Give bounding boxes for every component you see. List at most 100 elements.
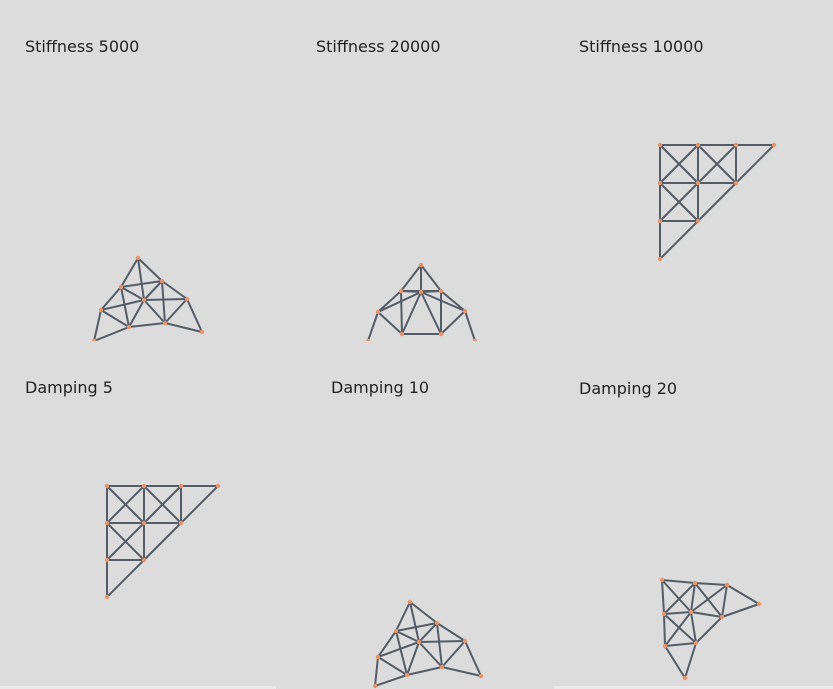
truss-beam xyxy=(164,298,188,324)
truss-beam xyxy=(721,584,728,618)
truss-beam xyxy=(143,522,182,561)
truss-node xyxy=(462,308,468,314)
truss-beam xyxy=(436,622,466,642)
truss-node xyxy=(438,331,444,337)
truss-node xyxy=(724,582,730,588)
truss-beam xyxy=(440,290,466,312)
truss-beam xyxy=(93,326,130,341)
truss-node xyxy=(407,599,413,605)
truss-beam xyxy=(395,630,420,643)
truss-beam xyxy=(395,622,438,632)
truss-node xyxy=(184,296,190,302)
truss-node xyxy=(692,580,698,586)
truss-structure xyxy=(104,483,221,600)
truss-beam xyxy=(661,579,692,613)
truss-node xyxy=(399,331,405,337)
truss-beam xyxy=(441,640,466,668)
truss-beam xyxy=(464,640,482,677)
truss-node xyxy=(733,180,739,186)
panel-label: Stiffness 10000 xyxy=(579,37,704,56)
truss-node xyxy=(372,683,378,689)
truss-beam xyxy=(143,485,182,524)
truss-beam xyxy=(106,485,145,524)
truss-node xyxy=(118,284,124,290)
truss-canvas xyxy=(91,255,205,341)
truss-beam xyxy=(659,220,699,260)
truss-node xyxy=(719,614,725,620)
truss-canvas xyxy=(372,599,484,689)
truss-node xyxy=(159,278,165,284)
truss-beam xyxy=(374,674,408,687)
truss-beam xyxy=(418,641,443,668)
truss-beam xyxy=(664,645,686,679)
panel-label: Damping 20 xyxy=(579,379,678,398)
truss-beam xyxy=(663,611,692,615)
panel-damping-20: Damping 20 xyxy=(554,341,833,689)
truss-node xyxy=(682,675,688,681)
truss-beam xyxy=(395,630,408,676)
truss-beam xyxy=(726,584,760,605)
truss-structure xyxy=(372,599,484,689)
truss-beam xyxy=(120,286,145,301)
truss-beam xyxy=(464,310,476,341)
truss-beam xyxy=(395,601,411,632)
truss-beam xyxy=(106,522,145,561)
truss-node xyxy=(416,639,422,645)
panel-label: Stiffness 20000 xyxy=(316,37,441,56)
truss-beam xyxy=(664,642,697,647)
truss-node xyxy=(756,601,762,607)
truss-node xyxy=(215,483,221,489)
panel-stiffness-5000: Stiffness 5000 xyxy=(0,0,276,341)
truss-beam xyxy=(100,299,145,311)
truss-beam xyxy=(418,622,438,643)
truss-node xyxy=(104,594,110,600)
truss-node xyxy=(438,288,444,294)
truss-beam xyxy=(120,257,139,288)
truss-node xyxy=(178,520,184,526)
truss-beam xyxy=(377,641,420,658)
truss-beam xyxy=(661,579,696,584)
truss-canvas xyxy=(104,483,221,600)
truss-beam xyxy=(161,280,188,300)
truss-node xyxy=(695,142,701,148)
truss-beam xyxy=(406,666,443,676)
truss-node xyxy=(375,309,381,315)
truss-beam xyxy=(137,257,145,301)
truss-beam xyxy=(721,603,760,618)
panel-damping-10: Damping 10 xyxy=(276,341,554,689)
truss-beam xyxy=(697,144,737,184)
truss-structure xyxy=(91,255,205,341)
truss-beam xyxy=(128,299,145,328)
truss-node xyxy=(365,338,371,341)
truss-node xyxy=(141,520,147,526)
truss-node xyxy=(104,520,110,526)
truss-node xyxy=(375,654,381,660)
truss-beam xyxy=(401,291,422,335)
truss-beam xyxy=(120,286,130,328)
truss-node xyxy=(162,320,168,326)
truss-structure xyxy=(657,142,777,262)
truss-canvas xyxy=(659,577,762,681)
truss-node xyxy=(141,557,147,563)
truss-node xyxy=(104,483,110,489)
truss-beam xyxy=(377,290,402,313)
truss-node xyxy=(693,640,699,646)
truss-node xyxy=(141,297,147,303)
truss-structure xyxy=(365,262,478,341)
truss-beam xyxy=(690,582,696,613)
truss-beam xyxy=(377,630,397,658)
truss-beam xyxy=(694,582,728,586)
truss-beam xyxy=(128,322,166,328)
bottom-divider xyxy=(0,686,276,689)
truss-beam xyxy=(420,291,466,312)
truss-beam xyxy=(377,311,403,335)
truss-beam xyxy=(735,144,775,184)
truss-beam xyxy=(100,286,122,311)
truss-node xyxy=(104,557,110,563)
truss-node xyxy=(771,142,777,148)
truss-node xyxy=(135,255,141,261)
truss-node xyxy=(695,218,701,224)
truss-beam xyxy=(100,309,130,328)
truss-node xyxy=(404,672,410,678)
truss-beam xyxy=(143,299,166,324)
